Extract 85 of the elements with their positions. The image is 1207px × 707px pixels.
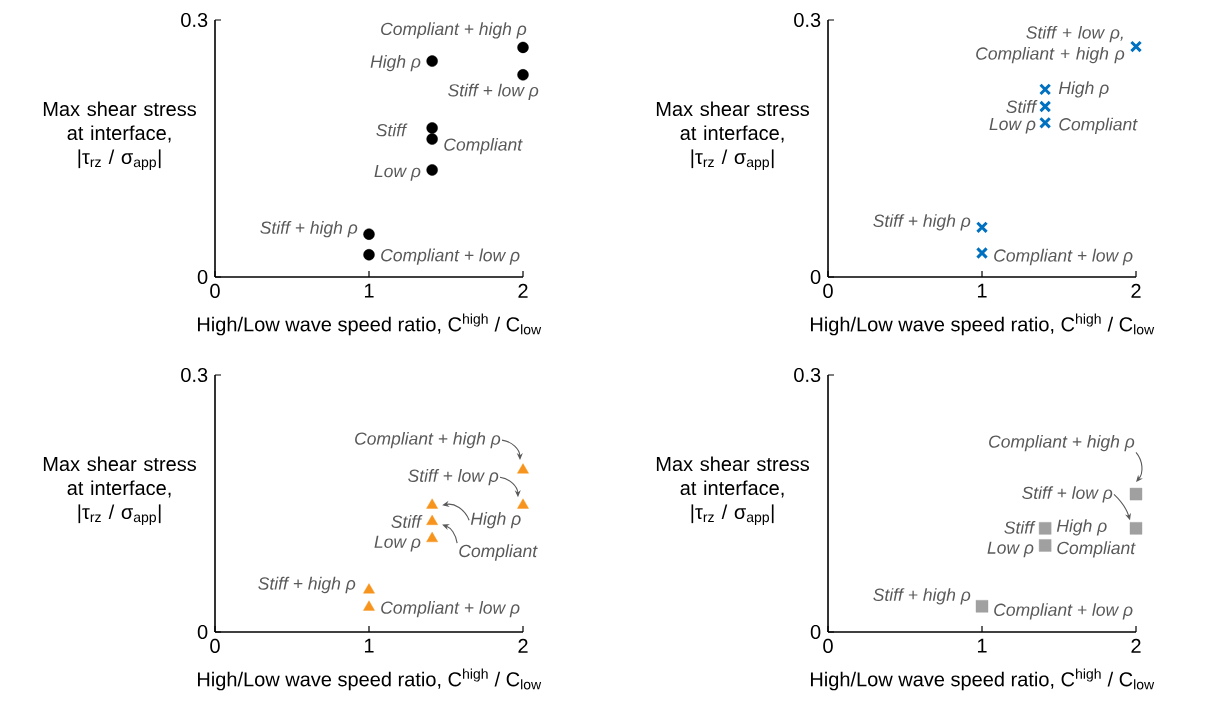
- annotation: Compliant: [1057, 541, 1136, 558]
- point: [1129, 522, 1143, 535]
- annotation: Compliant + high ρ: [989, 434, 1135, 452]
- point: [517, 41, 529, 54]
- y-axis-title: Max shear stress at interface, |τ$_{rz}$ / σ$_{app}$|: [43, 456, 197, 525]
- point: [517, 69, 529, 81]
- annotation: Stiff + low ρ: [448, 83, 539, 100]
- point: [426, 133, 438, 145]
- annotation: Low ρ: [989, 117, 1036, 134]
- point: [1038, 522, 1052, 535]
- point: [517, 463, 529, 474]
- annotation: Stiff: [391, 515, 423, 528]
- x-axis-title: High/Low wave speed ratio, C$^{high}$ / C$_{low}$: [198, 668, 542, 691]
- point: [517, 498, 529, 509]
- x-tick-label: 1: [977, 283, 987, 298]
- y-tick-label: 0.3: [181, 12, 208, 28]
- point: [975, 600, 989, 613]
- annotation: Stiff: [1006, 100, 1038, 113]
- point: [426, 514, 438, 525]
- y-tick-label: 0.3: [794, 12, 821, 28]
- y-axis-title: Max shear stress at interface, |τ$_{rz}$ / σ$_{app}$|: [43, 101, 197, 170]
- point: [426, 531, 438, 543]
- point: [363, 249, 375, 261]
- point: [975, 246, 989, 260]
- y-axis-title: Max shear stress at interface, |τ$_{rz}$ / σ$_{app}$|: [656, 456, 810, 525]
- annotation: High ρ: [1056, 519, 1107, 536]
- x-tick-label: 2: [518, 283, 528, 298]
- annotation: Stiff + low ρ, Compliant + high ρ: [976, 25, 1125, 64]
- point: [363, 600, 375, 611]
- x-tick-label: 0: [210, 283, 220, 299]
- annotation: Stiff + low ρ: [1022, 486, 1113, 503]
- y-tick-label: 0.3: [794, 367, 821, 383]
- point: [1129, 487, 1143, 501]
- annotation: Stiff + low ρ: [408, 469, 499, 486]
- point: [426, 498, 438, 509]
- point: [1129, 40, 1143, 53]
- x-axis-title: High/Low wave speed ratio, C$^{high}$ / C$_{low}$: [811, 313, 1155, 336]
- annotation: Compliant + low ρ: [381, 248, 520, 265]
- point: [426, 164, 438, 176]
- annotation: High ρ: [470, 512, 521, 529]
- annotation: Compliant + low ρ: [994, 248, 1133, 266]
- annotation: Low ρ: [374, 535, 421, 552]
- x-tick-label: 2: [1131, 638, 1141, 653]
- point: [426, 122, 438, 134]
- x-tick-label: 1: [364, 283, 374, 298]
- x-axis-title: High/Low wave speed ratio, C$^{high}$ / C$_{low}$: [811, 668, 1155, 691]
- annotation: Stiff + high ρ: [873, 214, 971, 231]
- y-tick-label: 0: [197, 624, 208, 640]
- annotation: Compliant + high ρ: [355, 431, 501, 449]
- point: [363, 583, 375, 594]
- annotation: High ρ: [370, 54, 421, 72]
- y-axis-title: Max shear stress at interface, |τ$_{rz}$ / σ$_{app}$|: [656, 101, 810, 170]
- annotation: Compliant + low ρ: [994, 603, 1133, 620]
- annotation: Compliant + high ρ: [381, 22, 527, 39]
- x-tick-label: 1: [364, 638, 374, 653]
- annotation: Compliant: [1059, 117, 1138, 134]
- annotation: High ρ: [1058, 81, 1109, 98]
- annotation: Stiff + high ρ: [260, 221, 358, 238]
- point: [426, 55, 438, 67]
- point: [1039, 116, 1052, 129]
- annotation: Low ρ: [374, 165, 421, 181]
- x-tick-label: 0: [823, 638, 833, 654]
- x-tick-label: 2: [1131, 283, 1141, 298]
- x-tick-label: 0: [210, 638, 220, 654]
- annotation: Low ρ: [987, 541, 1034, 558]
- annotation: Stiff + high ρ: [873, 588, 971, 605]
- point: [975, 221, 989, 234]
- point: [363, 228, 375, 240]
- y-tick-label: 0: [810, 624, 821, 640]
- y-tick-label: 0.3: [181, 367, 208, 383]
- point: [1039, 100, 1052, 113]
- point: [1039, 83, 1052, 96]
- x-tick-label: 0: [823, 283, 833, 299]
- y-tick-label: 0: [810, 269, 821, 285]
- annotation: Stiff: [376, 123, 408, 137]
- annotation: Stiff + high ρ: [258, 576, 356, 594]
- annotation: Stiff: [1004, 520, 1036, 534]
- annotation: Compliant + low ρ: [381, 600, 520, 618]
- annotation: Compliant: [459, 544, 538, 561]
- annotation: Compliant: [444, 137, 523, 155]
- point: [1038, 539, 1052, 552]
- x-axis-title: High/Low wave speed ratio, C$^{high}$ / C$_{low}$: [198, 313, 542, 336]
- y-tick-label: 0: [197, 269, 208, 285]
- x-tick-label: 2: [518, 638, 528, 653]
- x-tick-label: 1: [977, 638, 987, 653]
